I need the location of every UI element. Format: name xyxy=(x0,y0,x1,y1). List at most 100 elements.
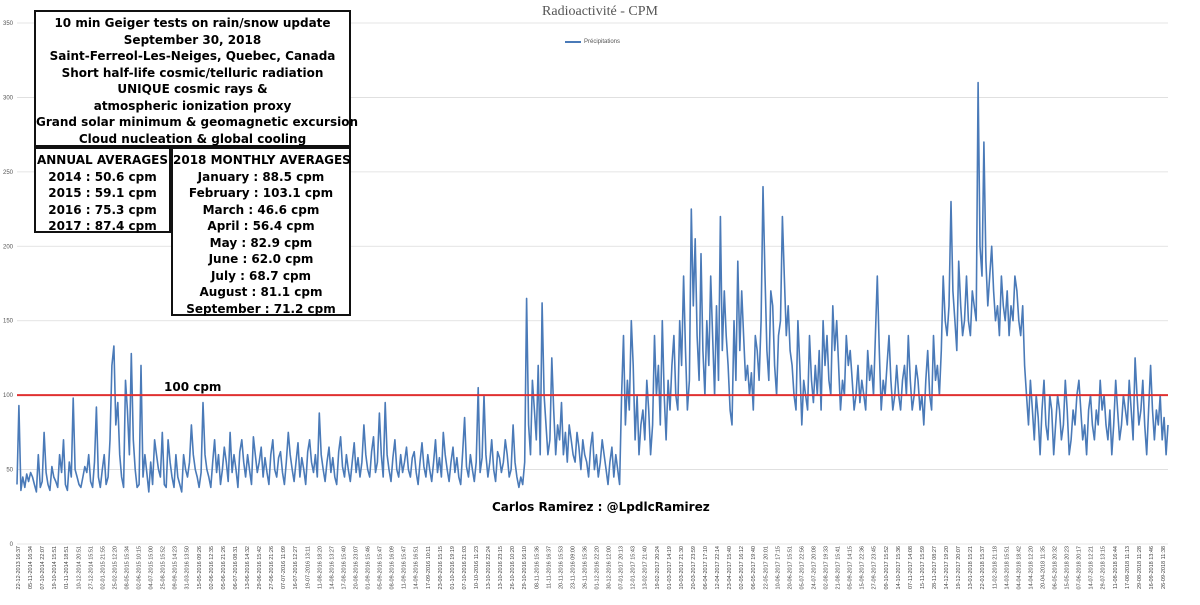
monthly-item: August : 81.1 cpm xyxy=(199,285,323,299)
info-line: September 30, 2018 xyxy=(123,32,262,47)
x-tick-label: 20-06-2017 15:51 xyxy=(787,546,793,589)
x-tick-label: 02-06-2015 10:15 xyxy=(137,546,143,589)
x-tick-label: 04-07-2015 15:00 xyxy=(149,546,155,589)
y-tick-label: 300 xyxy=(3,95,14,101)
x-tick-label: 05-09-2017 14:15 xyxy=(848,546,854,589)
x-tick-label: 08-11-2016 15:36 xyxy=(534,546,540,589)
x-tick-label: 19-07-2016 13:11 xyxy=(305,546,311,589)
x-tick-label: 14-04-2018 12:20 xyxy=(1028,546,1034,589)
x-tick-label: 14-07-2018 12:21 xyxy=(1089,546,1095,589)
x-tick-label: 13-10-2016 23:15 xyxy=(498,546,504,589)
x-tick-label: 01-09-2016 15:46 xyxy=(366,546,372,589)
x-tick-label: 23-11-2016 09:00 xyxy=(570,546,576,589)
x-tick-label: 14-12-2017 19:20 xyxy=(944,546,950,589)
x-tick-label: 19-02-2017 20:24 xyxy=(655,546,661,589)
x-tick-label: 14-09-2016 16:51 xyxy=(414,546,420,589)
x-tick-label: 25-08-2015 15:52 xyxy=(161,546,167,589)
annual-item: 2015 : 59.1 cpm xyxy=(48,186,157,200)
info-line: UNIQUE cosmic rays & xyxy=(117,82,268,96)
x-tick-label: 22-01-2018 15:37 xyxy=(980,546,986,589)
x-tick-label: 12-04-2017 22:14 xyxy=(715,546,721,589)
x-tick-label: 22-12-2013 16:37 xyxy=(16,546,22,589)
x-tick-label: 09-10-2017 15:52 xyxy=(884,546,890,589)
info-line: 10 min Geiger tests on rain/snow update xyxy=(54,16,331,30)
y-axis: 0 50 100 150 200 250 300 350 xyxy=(3,21,14,548)
x-tick-label: 20-03-2017 23:59 xyxy=(691,546,697,589)
x-tick-label: 02-08-2017 19:33 xyxy=(824,546,830,589)
x-tick-label: 11-08-2018 16:44 xyxy=(1113,546,1119,589)
x-tick-label: 29-06-2016 15:42 xyxy=(257,546,263,589)
monthly-header: 2018 MONTHLY AVERAGES xyxy=(173,153,351,167)
monthly-item: September : 71.2 cpm xyxy=(186,301,336,316)
x-tick-label: 10-03-2017 21:30 xyxy=(679,546,685,589)
x-tick-label: 30-12-2016 12:00 xyxy=(607,546,613,589)
x-tick-label: 06-05-2018 20:32 xyxy=(1053,546,1059,589)
author-credit: Carlos Ramirez : @LpdlcRamirez xyxy=(492,500,710,514)
x-tick-label: 15-05-2018 20:23 xyxy=(1065,546,1071,589)
x-tick-label: 17-09-2016 10:11 xyxy=(426,546,432,589)
x-tick-label: 29-10-2016 16:10 xyxy=(522,546,528,589)
x-tick-label: 19-12-2017 20:07 xyxy=(956,546,962,589)
x-tick-label: 29-08-2018 11:28 xyxy=(1137,546,1143,589)
info-line: Grand solar minimum & geomagnetic excurs… xyxy=(36,115,358,129)
x-tick-label: 06-04-2017 17:10 xyxy=(703,546,709,589)
x-tick-label: 07-10-2014 22:07 xyxy=(40,546,46,589)
x-tick-label: 24-07-2017 20:08 xyxy=(812,546,818,589)
x-tick-label: 04-04-2018 18:42 xyxy=(1016,546,1022,589)
x-tick-label: 07-01-2017 20:13 xyxy=(619,546,625,589)
annual-item: 2014 : 50.6 cpm xyxy=(48,169,157,184)
x-tick-label: 14-10-2017 15:36 xyxy=(896,546,902,589)
y-tick-label: 100 xyxy=(3,393,14,399)
x-tick-label: 01-10-2016 19:19 xyxy=(450,546,456,589)
x-tick-label: 27-12-2014 15:51 xyxy=(88,546,94,589)
x-tick-label: 27-09-2017 23:45 xyxy=(872,546,878,589)
x-axis: 22-12-2013 16:37 05-11-2014 16:34 07-10-20… xyxy=(16,546,1167,589)
x-tick-label: 23-09-2016 15:15 xyxy=(438,546,444,589)
x-tick-label: 08-05-2015 15:34 xyxy=(125,546,131,589)
legend-label: Précipitations xyxy=(584,39,621,45)
monthly-item: May : 82.9 cpm xyxy=(209,235,313,250)
x-tick-label: 15-11-2017 15:59 xyxy=(920,546,926,589)
monthly-item: February : 103.1 cpm xyxy=(188,186,334,200)
x-tick-label: 06-05-2017 19:40 xyxy=(751,546,757,589)
x-tick-label: 19-10-2014 15:51 xyxy=(52,546,58,589)
x-tick-label: 01-11-2014 18:51 xyxy=(64,546,70,589)
x-tick-label: 10-06-2017 17:15 xyxy=(775,546,781,589)
x-tick-label: 07-11-2017 14:08 xyxy=(908,546,914,589)
x-tick-label: 07-06-2018 20:17 xyxy=(1077,546,1083,589)
x-tick-label: 13-06-2016 14:32 xyxy=(245,546,251,589)
y-tick-label: 0 xyxy=(10,542,14,548)
x-tick-label: 20-11-2016 15:53 xyxy=(558,546,564,589)
x-tick-label: 22-05-2017 20:01 xyxy=(763,546,769,589)
x-tick-label: 26-10-2016 10:20 xyxy=(510,546,516,589)
annual-header: ANNUAL AVERAGES xyxy=(36,153,169,167)
monthly-item: July : 68.7 cpm xyxy=(210,268,312,283)
x-tick-label: 16-07-2016 12:27 xyxy=(293,546,299,589)
x-tick-label: 02-01-2015 21:55 xyxy=(100,546,106,589)
series-line-precipitations xyxy=(16,81,1169,493)
info-line: atmospheric ionization proxy xyxy=(93,98,292,113)
annual-item: 2016 : 75.3 cpm xyxy=(48,202,157,217)
info-line: Cloud nucleation & global cooling xyxy=(78,131,307,146)
monthly-item: January : 88.5 cpm xyxy=(197,169,325,184)
x-tick-label: 01-12-2016 22:20 xyxy=(595,546,601,589)
monthly-item: June : 62.0 cpm xyxy=(208,252,314,266)
x-tick-label: 17-08-2016 15:40 xyxy=(341,546,347,589)
x-tick-label: 13-10-2016 22:24 xyxy=(486,546,492,589)
x-tick-label: 10-10-2016 11:23 xyxy=(474,546,480,589)
legend: Précipitations xyxy=(565,39,620,45)
x-tick-label: 10-12-2014 20:51 xyxy=(76,546,82,589)
x-tick-label: 11-08-2016 18:20 xyxy=(317,546,323,589)
x-tick-label: 02-05-2017 16:12 xyxy=(739,546,745,589)
x-tick-label: 09-09-2015 14:23 xyxy=(173,546,179,589)
x-tick-label: 11-11-2016 16:37 xyxy=(546,546,552,589)
y-tick-label: 350 xyxy=(3,21,14,27)
x-tick-label: 15-09-2017 22:36 xyxy=(860,546,866,589)
y-tick-label: 150 xyxy=(3,319,14,325)
x-tick-label: 06-07-2016 08:31 xyxy=(233,546,239,589)
monthly-item: April : 56.4 cpm xyxy=(207,219,315,233)
x-tick-label: 27-06-2016 21:26 xyxy=(269,546,275,589)
x-tick-label: 14-03-2018 15:51 xyxy=(1004,546,1010,589)
monthly-item: March : 46.6 cpm xyxy=(202,202,320,217)
y-tick-label: 50 xyxy=(6,468,13,474)
